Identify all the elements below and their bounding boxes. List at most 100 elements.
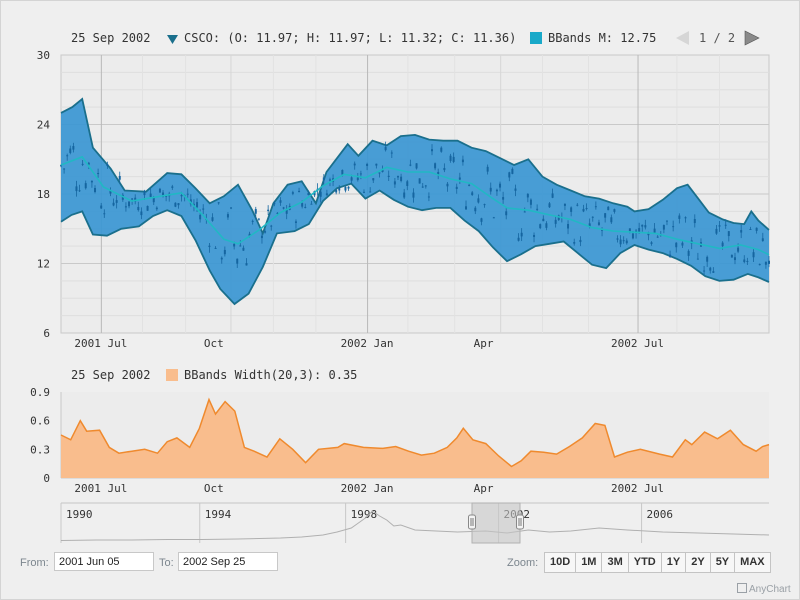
zoom-button-max[interactable]: MAX [734,553,770,572]
candle-body [499,183,502,188]
candle-body [171,186,174,188]
candle-body [650,242,653,244]
candle-body [740,230,743,233]
credit[interactable]: AnyChart [737,583,791,595]
candle-body [644,225,647,228]
candle-body [211,217,214,221]
pager-text: 1 / 2 [699,31,735,45]
candle-body [372,178,375,181]
candle-body [384,147,387,151]
candle-body [755,227,758,231]
candle-body [514,188,517,191]
candle-body [631,233,634,239]
candle-body [322,177,325,181]
to-input[interactable]: 2002 Sep 25 [178,552,278,571]
width-y-tick-label: 0.9 [30,386,50,399]
candle-body [594,206,597,208]
navigator-series-line [60,510,770,541]
anychart-logo-icon [737,583,747,593]
candle-body [137,206,140,211]
candle-body [124,206,127,208]
width-x-tick-label: Apr [474,482,494,495]
candle-body [706,256,709,262]
candle-body [486,166,489,172]
candle-body [675,242,678,248]
candle-body [619,239,622,245]
candle-body [94,187,97,193]
candle-body [319,191,322,197]
navigator-tick-label: 1990 [66,508,93,521]
candle-body [591,216,594,218]
candle-body [693,219,696,224]
zoom-button-1y[interactable]: 1Y [660,553,686,572]
zoom-button-3m[interactable]: 3M [601,553,628,572]
candle-body [149,193,152,198]
candle-body [75,186,78,192]
candle-body [236,258,239,264]
zoom-button-10d[interactable]: 10D [545,553,576,572]
candle-body [69,148,72,153]
candle-body [403,192,406,198]
candle-body [273,203,276,205]
triangle-right-icon[interactable] [744,30,760,46]
candle-body [174,202,177,207]
candle-body [511,168,514,174]
candle-body [128,201,131,207]
candle-body [703,270,706,272]
candle-body [162,192,165,197]
candle-body [758,264,761,266]
candle-body [616,238,619,240]
candle-body [672,226,675,228]
candle-body [461,159,464,163]
zoom-button-5y[interactable]: 5Y [709,553,735,572]
zoom-button-ytd[interactable]: YTD [627,553,661,572]
candle-body [570,207,573,212]
candle-body [628,228,631,233]
bbands-mid-line [60,155,770,256]
candle-body [443,167,446,171]
candle-body [480,218,483,222]
candle-body [517,237,520,241]
legend-ohlc: CSCO: (O: 11.97; H: 11.97; L: 11.32; C: … [184,31,516,45]
candle-body [72,146,75,150]
candle-body [276,212,279,214]
candle-body [338,187,341,191]
candle-body [260,235,263,239]
candle-body [551,193,554,198]
price-y-tick-label: 6 [43,327,50,340]
candle-body [186,193,189,195]
zoom-button-2y[interactable]: 2Y [685,553,710,572]
candle-body [199,214,202,220]
zoom-label: Zoom: [507,557,539,569]
candle-body [721,242,724,247]
width-y-tick-label: 0 [43,472,50,485]
candle-body [239,245,242,247]
navigator-tick-label: 1998 [351,508,378,521]
candle-body [279,200,282,203]
candle-body [424,185,427,187]
triangle-left-icon[interactable] [676,31,689,45]
candle-body [146,205,149,211]
candle-body [579,239,582,243]
navigator-scroller[interactable]: 19901994199820022006 [60,502,770,544]
candle-body [245,263,248,266]
candle-body [226,214,229,218]
candle-body [641,224,644,227]
candle-body [285,209,288,214]
candle-body [328,179,331,181]
candle-body [217,202,220,204]
candle-body [764,261,767,265]
candle-body [542,218,545,222]
candle-body [131,198,134,200]
zoom-button-1m[interactable]: 1M [575,553,602,572]
candle-body [307,193,310,195]
candle-body [310,203,313,205]
candle-body [78,190,81,192]
candle-body [752,252,755,258]
candle-body [63,168,66,170]
width-plot[interactable] [60,392,770,479]
price-plot[interactable] [60,54,770,334]
from-input[interactable]: 2001 Jun 05 [54,552,154,571]
candle-body [483,204,486,206]
